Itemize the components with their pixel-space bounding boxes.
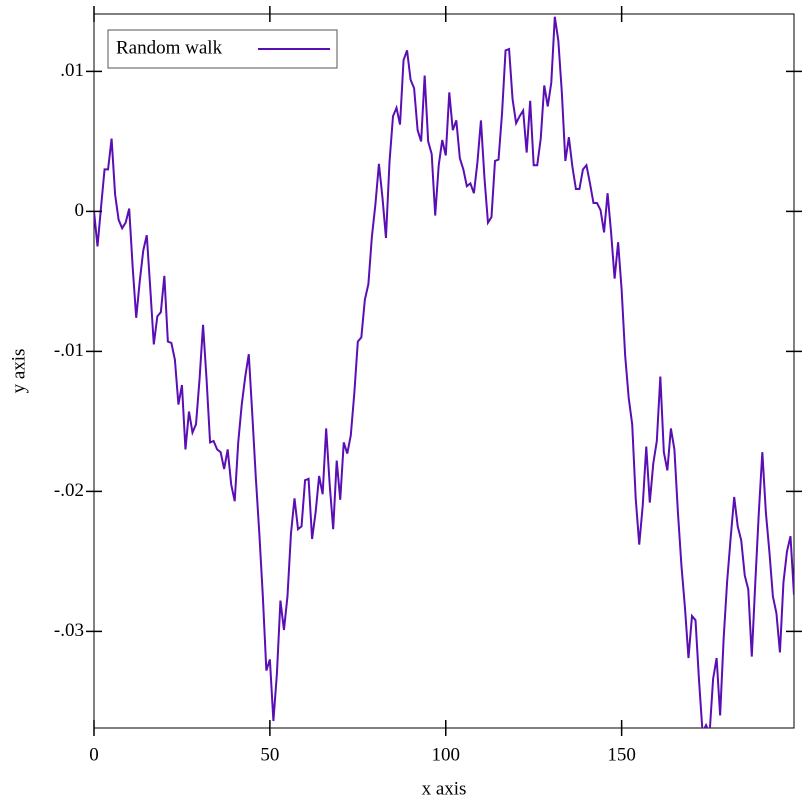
x-tick-label: 0 <box>89 744 99 765</box>
x-tick-label: 100 <box>432 744 461 765</box>
legend-label: Random walk <box>116 37 223 58</box>
data-line <box>94 16 794 728</box>
y-tick-label: .01 <box>60 60 84 81</box>
plot-frame <box>93 13 795 729</box>
y-axis-label: y axis <box>8 349 29 394</box>
x-tick-label: 50 <box>260 744 279 765</box>
y-tick-label: -.02 <box>54 480 84 501</box>
x-tick-label: 150 <box>607 744 636 765</box>
x-axis-label: x axis <box>422 778 467 799</box>
y-tick-label: 0 <box>75 200 85 221</box>
y-tick-label: -.01 <box>54 340 84 361</box>
y-tick-label: -.03 <box>54 620 84 641</box>
plot-area <box>94 16 794 728</box>
